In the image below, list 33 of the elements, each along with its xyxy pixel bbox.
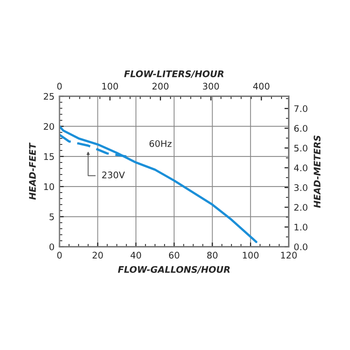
- x-tick-label: 100: [242, 252, 259, 259]
- x2-axis-title: FLOW-LITERS/HOUR: [124, 70, 224, 78]
- y2-tick-label: 3.0: [294, 184, 308, 192]
- y-tick-label: 0: [49, 243, 54, 250]
- y-tick-label: 10: [44, 183, 54, 190]
- x2-tick-label: 100: [102, 82, 118, 90]
- y2-tick-label: 7.0: [294, 105, 308, 112]
- y2-axis-title: HEAD-METERS: [314, 135, 321, 208]
- y-axis-title: HEAD-FEET: [29, 142, 36, 200]
- y2-tick-label: 6.0: [294, 124, 308, 132]
- x2-tick-label: 300: [202, 82, 219, 90]
- annotation: 60Hz: [150, 140, 172, 148]
- x-tick-label: 120: [281, 252, 297, 259]
- y2-tick-label: 0.0: [294, 243, 308, 250]
- annotation: 230V: [102, 172, 125, 178]
- y-tick-label: 15: [44, 153, 54, 160]
- y2-tick-label: 1.0: [294, 224, 308, 231]
- line-series: [60, 125, 258, 244]
- x-tick-label: 40: [130, 252, 142, 259]
- y2-tick-label: 2.0: [294, 204, 308, 211]
- x2-tick-label: 400: [253, 82, 270, 90]
- y-tick-label: 5: [50, 214, 54, 220]
- y2-tick-label: 5.0: [294, 144, 308, 152]
- x-axis-title: FLOW-GALLONS/HOUR: [118, 266, 230, 274]
- x-tick-label: 60: [169, 252, 180, 259]
- x2-tick-label: 200: [152, 82, 168, 90]
- y-tick-label: 25: [44, 92, 54, 100]
- y-tick-label: 20: [44, 123, 54, 130]
- x-tick-label: 20: [92, 252, 103, 259]
- y2-tick-label: 4.0: [294, 164, 308, 172]
- x-tick-label: 0: [57, 252, 62, 259]
- x2-tick-label: 0: [57, 82, 62, 90]
- x-tick-label: 80: [207, 252, 218, 259]
